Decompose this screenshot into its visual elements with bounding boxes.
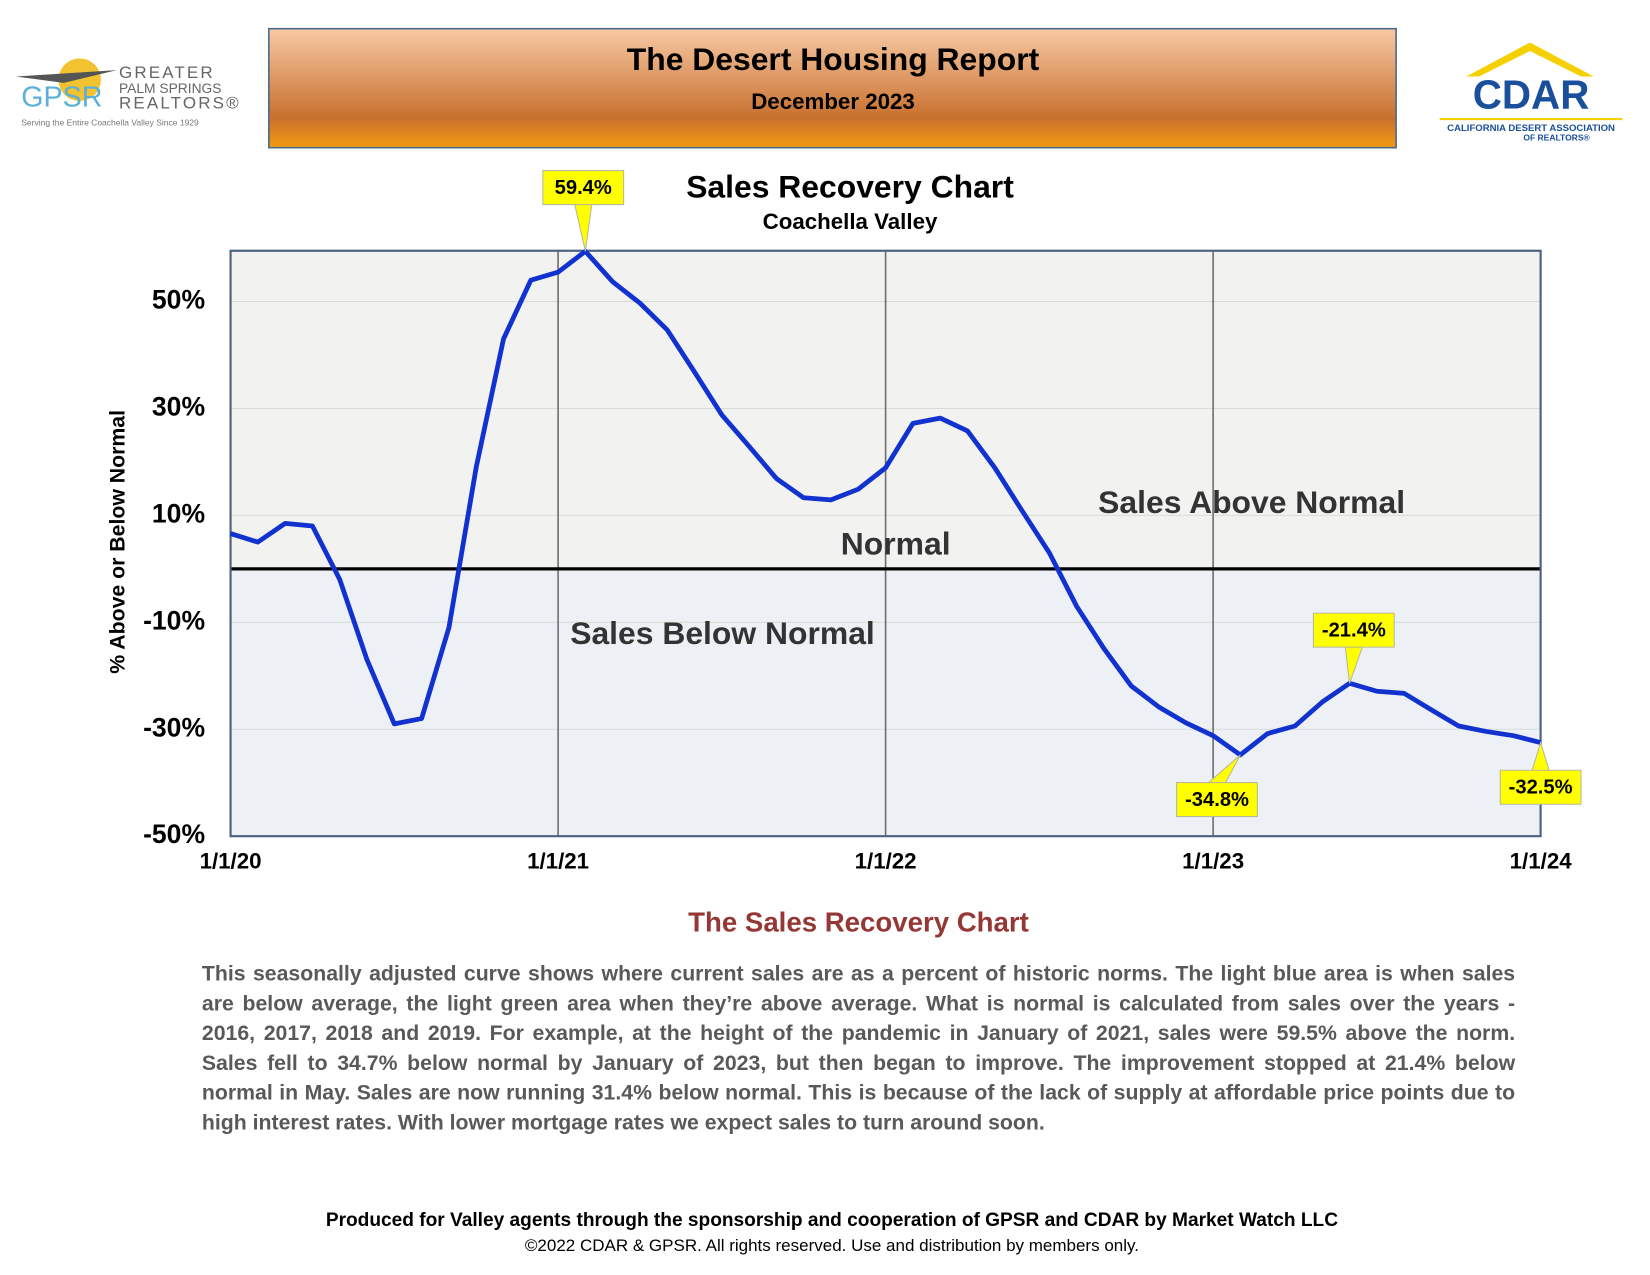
footer-line: Produced for Valley agents through the s… [326,1210,1338,1231]
footer-line: ©2022 CDAR & GPSR. All rights reserved. … [525,1236,1139,1255]
header-box [268,27,1397,149]
callout-label: -34.8% [1185,789,1249,811]
y-tick-label: 50% [152,285,205,315]
logo-mark: GPSR [21,81,102,113]
logo-mark: CDAR [1473,71,1590,117]
logo-text: REALTORS® [119,94,241,113]
data-line [229,248,1542,758]
x-tick-label: 1/1/23 [1182,849,1244,874]
baseline-label: Normal [841,526,951,562]
caption-title: The Sales Recovery Chart [688,907,1029,938]
x-tick-label: 1/1/20 [200,849,262,874]
caption-body: This seasonally adjusted curve shows whe… [201,962,1516,1135]
logo-sun [58,58,101,101]
callout [1176,754,1258,818]
callout [542,170,625,252]
y-tick-label: -10% [143,605,205,635]
callout-label: -32.5% [1509,777,1573,799]
logo-text: PALM SPRINGS [119,80,221,96]
chart-subtitle: Coachella Valley [763,209,938,234]
logo-text: OF REALTORS® [1523,132,1590,142]
logo-text: CALIFORNIA DESERT ASSOCIATION [1447,123,1615,134]
y-tick-label: -50% [143,819,205,849]
callout-label: 59.4% [555,177,612,199]
logo-tagline: Serving the Entire Coachella Valley Sinc… [21,118,199,128]
x-tick-label: 1/1/24 [1510,849,1573,874]
y-axis-label: % Above or Below Normal [106,410,130,674]
chart-title: Sales Recovery Chart [686,169,1014,205]
x-tick-label: 1/1/22 [855,849,917,874]
header-subtitle: December 2023 [751,89,915,114]
y-tick-label: -30% [143,712,205,742]
y-tick-label: 10% [152,498,205,528]
callout-label: -21.4% [1322,620,1386,642]
header-title: The Desert Housing Report [627,41,1040,77]
logo-roof [1466,42,1594,77]
plot-frame [229,249,1542,838]
logo-roof [15,70,117,83]
region-label: Sales Above Normal [1098,484,1405,520]
logo-text: GREATER [119,63,215,82]
region-label: Sales Below Normal [570,615,875,651]
x-tick-label: 1/1/21 [527,849,589,874]
callout [1499,740,1582,805]
callout [1312,612,1395,684]
y-tick-label: 30% [152,391,205,421]
